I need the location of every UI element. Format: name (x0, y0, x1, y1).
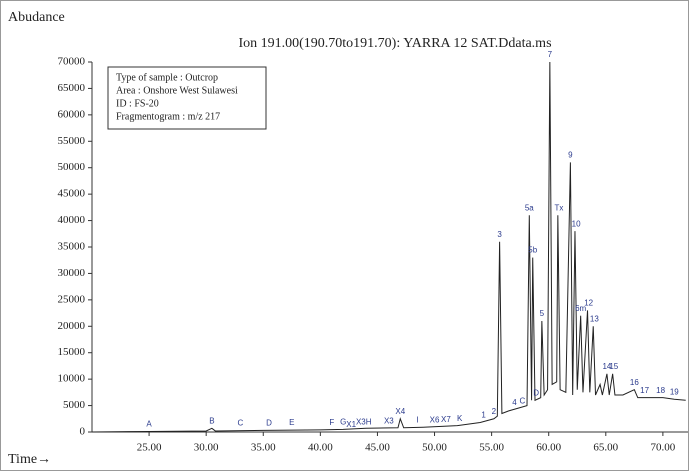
peak-label: Tx (555, 203, 564, 212)
y-tick-label: 55000 (58, 135, 86, 147)
peak-label: 5a (525, 203, 534, 212)
x-tick-label: 35.00 (251, 442, 276, 454)
peak-label: 14 (602, 362, 611, 371)
chromatogram-line (91, 61, 686, 433)
y-tick-label: 5000 (63, 399, 86, 411)
y-tick-label: 45000 (58, 188, 86, 200)
peak-label: 9 (568, 151, 573, 160)
peak-label: D (266, 419, 272, 428)
peak-label: 1 (481, 411, 486, 420)
peak-label: 7 (548, 50, 553, 59)
peak-label: 4 (512, 398, 517, 407)
y-tick-label: 0 (80, 426, 86, 438)
x-tick-label: 45.00 (365, 442, 390, 454)
peak-label: 6m (575, 304, 586, 313)
x-axis-label: Time→ (8, 452, 51, 467)
peak-label: X1 (346, 420, 356, 429)
peak-label: X4 (395, 407, 405, 416)
peak-label: 10 (572, 219, 581, 228)
peak-label: 12 (584, 299, 593, 308)
x-tick-label: 40.00 (308, 442, 333, 454)
y-tick-label: 25000 (58, 293, 86, 305)
peak-label: D (533, 388, 539, 397)
info-line: Area : Onshore West Sulawesi (116, 85, 238, 96)
peak-label: C (520, 396, 526, 405)
peak-label: X7 (441, 415, 451, 424)
peak-label: 13 (590, 314, 599, 323)
y-tick-label: 65000 (58, 82, 86, 94)
y-tick-label: 20000 (58, 320, 86, 332)
y-tick-label: 35000 (58, 241, 86, 253)
peak-label: 5 (540, 309, 545, 318)
info-line: ID : FS-20 (116, 98, 159, 109)
peak-label: 18 (656, 386, 665, 395)
peak-label: 3 (497, 230, 502, 239)
info-line: Type of sample : Outcrop (116, 72, 218, 83)
chart-title: Ion 191.00(190.70to191.70): YARRA 12 SAT… (238, 36, 551, 51)
peak-label: X6 (430, 415, 440, 424)
y-tick-label: 60000 (58, 108, 86, 120)
x-tick-label: 50.00 (422, 442, 447, 454)
peak-label: G (340, 417, 346, 426)
peak-label: 15 (609, 362, 618, 371)
info-line: Fragmentogram : m/z 217 (116, 111, 220, 122)
peak-label: K (457, 414, 463, 423)
y-axis-label: Abudance (8, 10, 65, 25)
peak-label: I (416, 415, 418, 424)
peak-label: A (146, 420, 152, 429)
peak-label: B (209, 416, 214, 425)
peak-label: X3 (384, 416, 394, 425)
peak-label: E (289, 418, 294, 427)
x-tick-label: 25.00 (137, 442, 162, 454)
y-tick-label: 40000 (58, 214, 86, 226)
x-tick-label: 55.00 (479, 442, 504, 454)
info-box (107, 66, 267, 130)
peak-label: X3H (356, 417, 372, 426)
peak-label: F (329, 418, 334, 427)
peak-label: 2 (492, 407, 497, 416)
peak-label: 17 (640, 386, 649, 395)
peak-label: 19 (670, 387, 679, 396)
y-tick-label: 30000 (58, 267, 86, 279)
y-tick-label: 10000 (58, 373, 86, 385)
peak-label: C (238, 419, 244, 428)
x-tick-label: 60.00 (536, 442, 561, 454)
y-tick-label: 70000 (58, 56, 86, 68)
x-tick-label: 65.00 (593, 442, 618, 454)
peak-label: 5b (528, 246, 537, 255)
peak-label: 16 (630, 378, 639, 387)
y-tick-label: 50000 (58, 161, 86, 173)
y-tick-label: 15000 (58, 346, 86, 358)
x-tick-label: 30.00 (194, 442, 219, 454)
x-tick-label: 70.00 (651, 442, 676, 454)
